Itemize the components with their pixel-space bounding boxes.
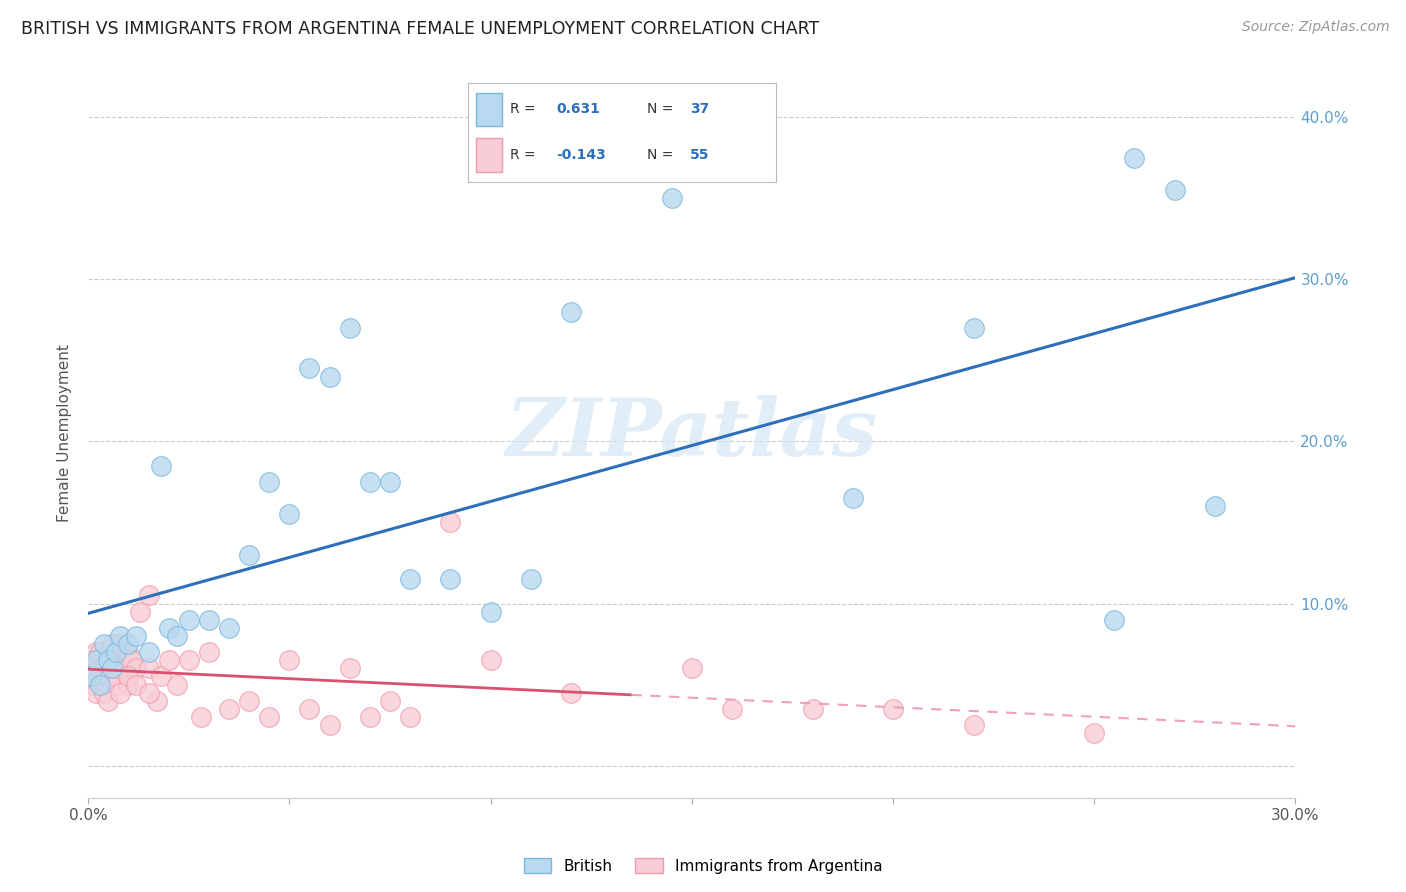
Point [105, 661, 128, 675]
Point [198, 645, 221, 659]
Point [101, 653, 124, 667]
Point [166, 677, 188, 691]
Point [298, 361, 321, 376]
Point [439, 572, 461, 586]
Point [105, 677, 128, 691]
Point [238, 694, 260, 708]
Point [97, 694, 120, 708]
Point [84, 653, 107, 667]
Point [117, 677, 139, 691]
Point [560, 304, 582, 318]
Point [439, 516, 461, 530]
Point [339, 661, 361, 675]
Point [190, 710, 212, 724]
Y-axis label: Female Unemployment: Female Unemployment [58, 344, 72, 522]
Point [962, 718, 984, 732]
Point [125, 677, 148, 691]
Point [112, 661, 135, 675]
Point [177, 613, 200, 627]
Point [125, 629, 148, 643]
Point [318, 718, 340, 732]
Point [105, 645, 128, 659]
Point [962, 321, 984, 335]
Point [82, 677, 104, 691]
Point [138, 645, 160, 659]
Point [882, 702, 904, 716]
Point [97, 653, 120, 667]
Point [479, 605, 502, 619]
Text: BRITISH VS IMMIGRANTS FROM ARGENTINA FEMALE UNEMPLOYMENT CORRELATION CHART: BRITISH VS IMMIGRANTS FROM ARGENTINA FEM… [21, 20, 820, 37]
Point [82, 669, 104, 683]
Point [145, 694, 167, 708]
Point [89, 645, 111, 659]
Point [198, 613, 221, 627]
Point [97, 653, 120, 667]
Point [1083, 726, 1105, 740]
Point [84, 686, 107, 700]
Point [560, 686, 582, 700]
Point [479, 653, 502, 667]
Point [82, 669, 104, 683]
Point [842, 491, 865, 505]
Point [166, 629, 188, 643]
Point [125, 661, 148, 675]
Point [138, 589, 160, 603]
Point [378, 475, 401, 489]
Point [399, 710, 422, 724]
Point [117, 637, 139, 651]
Point [93, 637, 115, 651]
Point [298, 702, 321, 716]
Point [318, 369, 340, 384]
Point [121, 653, 143, 667]
Point [278, 653, 301, 667]
Point [378, 694, 401, 708]
Point [110, 686, 132, 700]
Point [89, 677, 111, 691]
Legend: British, Immigrants from Argentina: British, Immigrants from Argentina [517, 852, 889, 880]
Point [399, 572, 422, 586]
Point [97, 669, 120, 683]
Text: Source: ZipAtlas.com: Source: ZipAtlas.com [1241, 20, 1389, 34]
Point [110, 629, 132, 643]
Point [1164, 183, 1187, 197]
Point [84, 645, 107, 659]
Point [238, 548, 260, 562]
Point [257, 710, 280, 724]
Point [101, 661, 124, 675]
Point [520, 572, 543, 586]
Point [1123, 151, 1146, 165]
Point [359, 475, 381, 489]
Point [149, 669, 172, 683]
Point [89, 661, 111, 675]
Point [93, 686, 115, 700]
Point [93, 677, 115, 691]
Point [177, 653, 200, 667]
Point [661, 191, 683, 205]
Point [801, 702, 824, 716]
Point [101, 637, 124, 651]
Point [129, 605, 152, 619]
Point [681, 661, 703, 675]
Point [138, 686, 160, 700]
Point [1104, 613, 1126, 627]
Point [339, 321, 361, 335]
Point [157, 621, 180, 635]
Point [218, 621, 240, 635]
Point [1204, 500, 1226, 514]
Point [110, 637, 132, 651]
Point [721, 702, 744, 716]
Point [157, 653, 180, 667]
Point [149, 458, 172, 473]
Point [359, 710, 381, 724]
Point [257, 475, 280, 489]
Point [138, 661, 160, 675]
Point [117, 645, 139, 659]
Point [278, 508, 301, 522]
Point [218, 702, 240, 716]
Text: ZIPatlas: ZIPatlas [506, 394, 877, 472]
Point [82, 653, 104, 667]
Point [117, 669, 139, 683]
